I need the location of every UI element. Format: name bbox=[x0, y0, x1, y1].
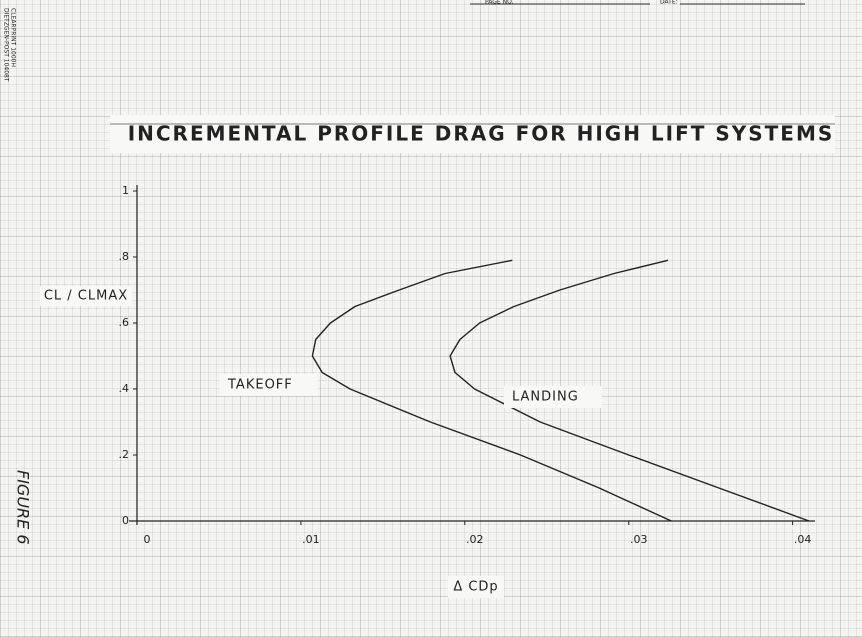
x-axis-label: Δ CDp bbox=[453, 580, 498, 595]
x-tick-label: 0 bbox=[144, 533, 151, 546]
series-label-box bbox=[504, 386, 602, 408]
chart-title: INCREMENTAL PROFILE DRAG FOR HIGH LIFT S… bbox=[128, 122, 835, 146]
curve bbox=[449, 259, 810, 522]
x-label-box bbox=[448, 576, 504, 598]
y-tick-label: 0 bbox=[122, 514, 129, 527]
curve bbox=[311, 259, 672, 522]
date-label: DATE: bbox=[660, 0, 678, 6]
y-tick-label: .4 bbox=[119, 382, 130, 395]
y-tick-label: .2 bbox=[119, 448, 130, 461]
x-tick-label: .03 bbox=[630, 533, 648, 546]
series-label: LANDING bbox=[512, 390, 579, 405]
y-axis-label: CL / CLMAX bbox=[44, 289, 128, 304]
y-tick-label: .8 bbox=[119, 250, 130, 263]
y-tick-label: .6 bbox=[119, 316, 130, 329]
x-tick-label: .01 bbox=[302, 533, 320, 546]
y-tick-label: 1 bbox=[122, 184, 129, 197]
series-label: TAKEOFF bbox=[227, 378, 293, 393]
y-label-box bbox=[40, 286, 132, 306]
title-box bbox=[110, 115, 835, 153]
x-tick-label: .04 bbox=[794, 533, 812, 546]
margin-text: CLEARPRINT 1000H bbox=[10, 8, 17, 67]
figure-label: FIGURE 6 bbox=[14, 470, 33, 545]
series-label-box bbox=[220, 374, 318, 396]
x-tick-label: .02 bbox=[466, 533, 484, 546]
margin-text: DIETZGEN-POST 10408T bbox=[3, 8, 10, 82]
page-no-label: PAGE NO. bbox=[485, 0, 514, 6]
